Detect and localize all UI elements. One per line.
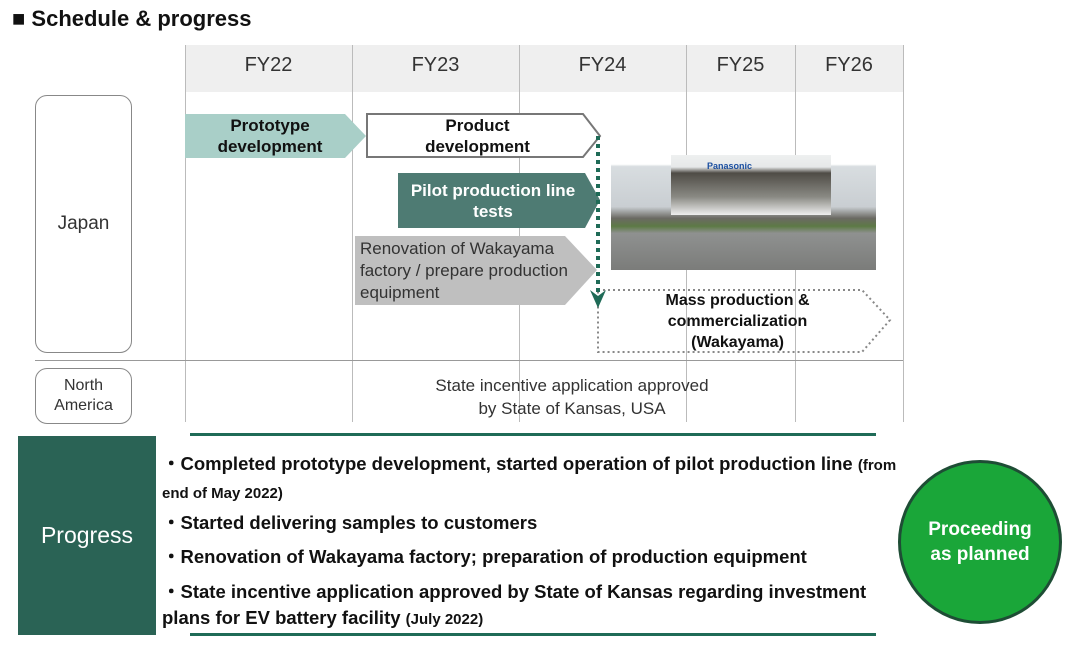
year-fy23: FY23 xyxy=(411,54,460,76)
year-header xyxy=(185,45,903,92)
product-arrow xyxy=(366,113,602,158)
row-label-japan: Japan xyxy=(35,95,132,353)
item-text: Started delivering samples to customers xyxy=(180,512,538,533)
renovation-arrow xyxy=(355,236,597,305)
task-renovation: Renovation of Wakayama factory / prepare… xyxy=(360,239,568,302)
rule-bottom xyxy=(190,633,876,636)
task-prototype: Prototype development xyxy=(217,116,323,156)
item-note: (from end of May 2022) xyxy=(162,457,897,502)
item-text: State incentive application approved by … xyxy=(162,581,867,628)
year-fy25: FY25 xyxy=(716,54,765,76)
year-fy22: FY22 xyxy=(244,54,293,76)
progress-item: ・Started delivering samples to customers xyxy=(162,512,538,533)
progress-item: ・Renovation of Wakayama factory; prepara… xyxy=(162,546,807,567)
item-text: Completed prototype development, started… xyxy=(180,453,853,474)
mass-production-arrow xyxy=(597,289,892,353)
progress-item: ・State incentive application approved by… xyxy=(162,581,867,628)
item-note: (July 2022) xyxy=(405,611,484,628)
panasonic-sign: Panasonic xyxy=(707,161,753,171)
rule-top xyxy=(190,433,876,436)
prototype-arrow xyxy=(185,114,366,158)
na-text: State incentive application approved by … xyxy=(435,376,709,418)
year-fy24: FY24 xyxy=(578,54,627,76)
pilot-arrow xyxy=(398,173,600,228)
factory-building xyxy=(671,155,831,215)
divider xyxy=(519,45,520,422)
page-title: ■ Schedule & progress xyxy=(12,6,252,31)
arrowhead-down-icon xyxy=(590,290,606,308)
divider xyxy=(352,45,353,422)
item-text: Renovation of Wakayama factory; preparat… xyxy=(180,546,807,567)
task-product: Product development xyxy=(425,116,530,156)
row-divider xyxy=(35,360,903,361)
status-badge: Proceeding as planned xyxy=(898,460,1062,624)
progress-item: ・Completed prototype development, starte… xyxy=(162,453,897,502)
divider xyxy=(185,45,186,422)
factory-photo: Panasonic xyxy=(611,155,876,270)
title-text: Schedule & progress xyxy=(31,6,252,31)
year-fy26: FY26 xyxy=(825,54,873,76)
task-pilot: Pilot production line tests xyxy=(410,180,576,221)
divider xyxy=(903,45,904,422)
progress-label: Progress xyxy=(18,436,156,635)
task-mass-production: Mass production & commercialization (Wak… xyxy=(665,291,810,351)
row-label-north-america: North America xyxy=(35,368,132,424)
